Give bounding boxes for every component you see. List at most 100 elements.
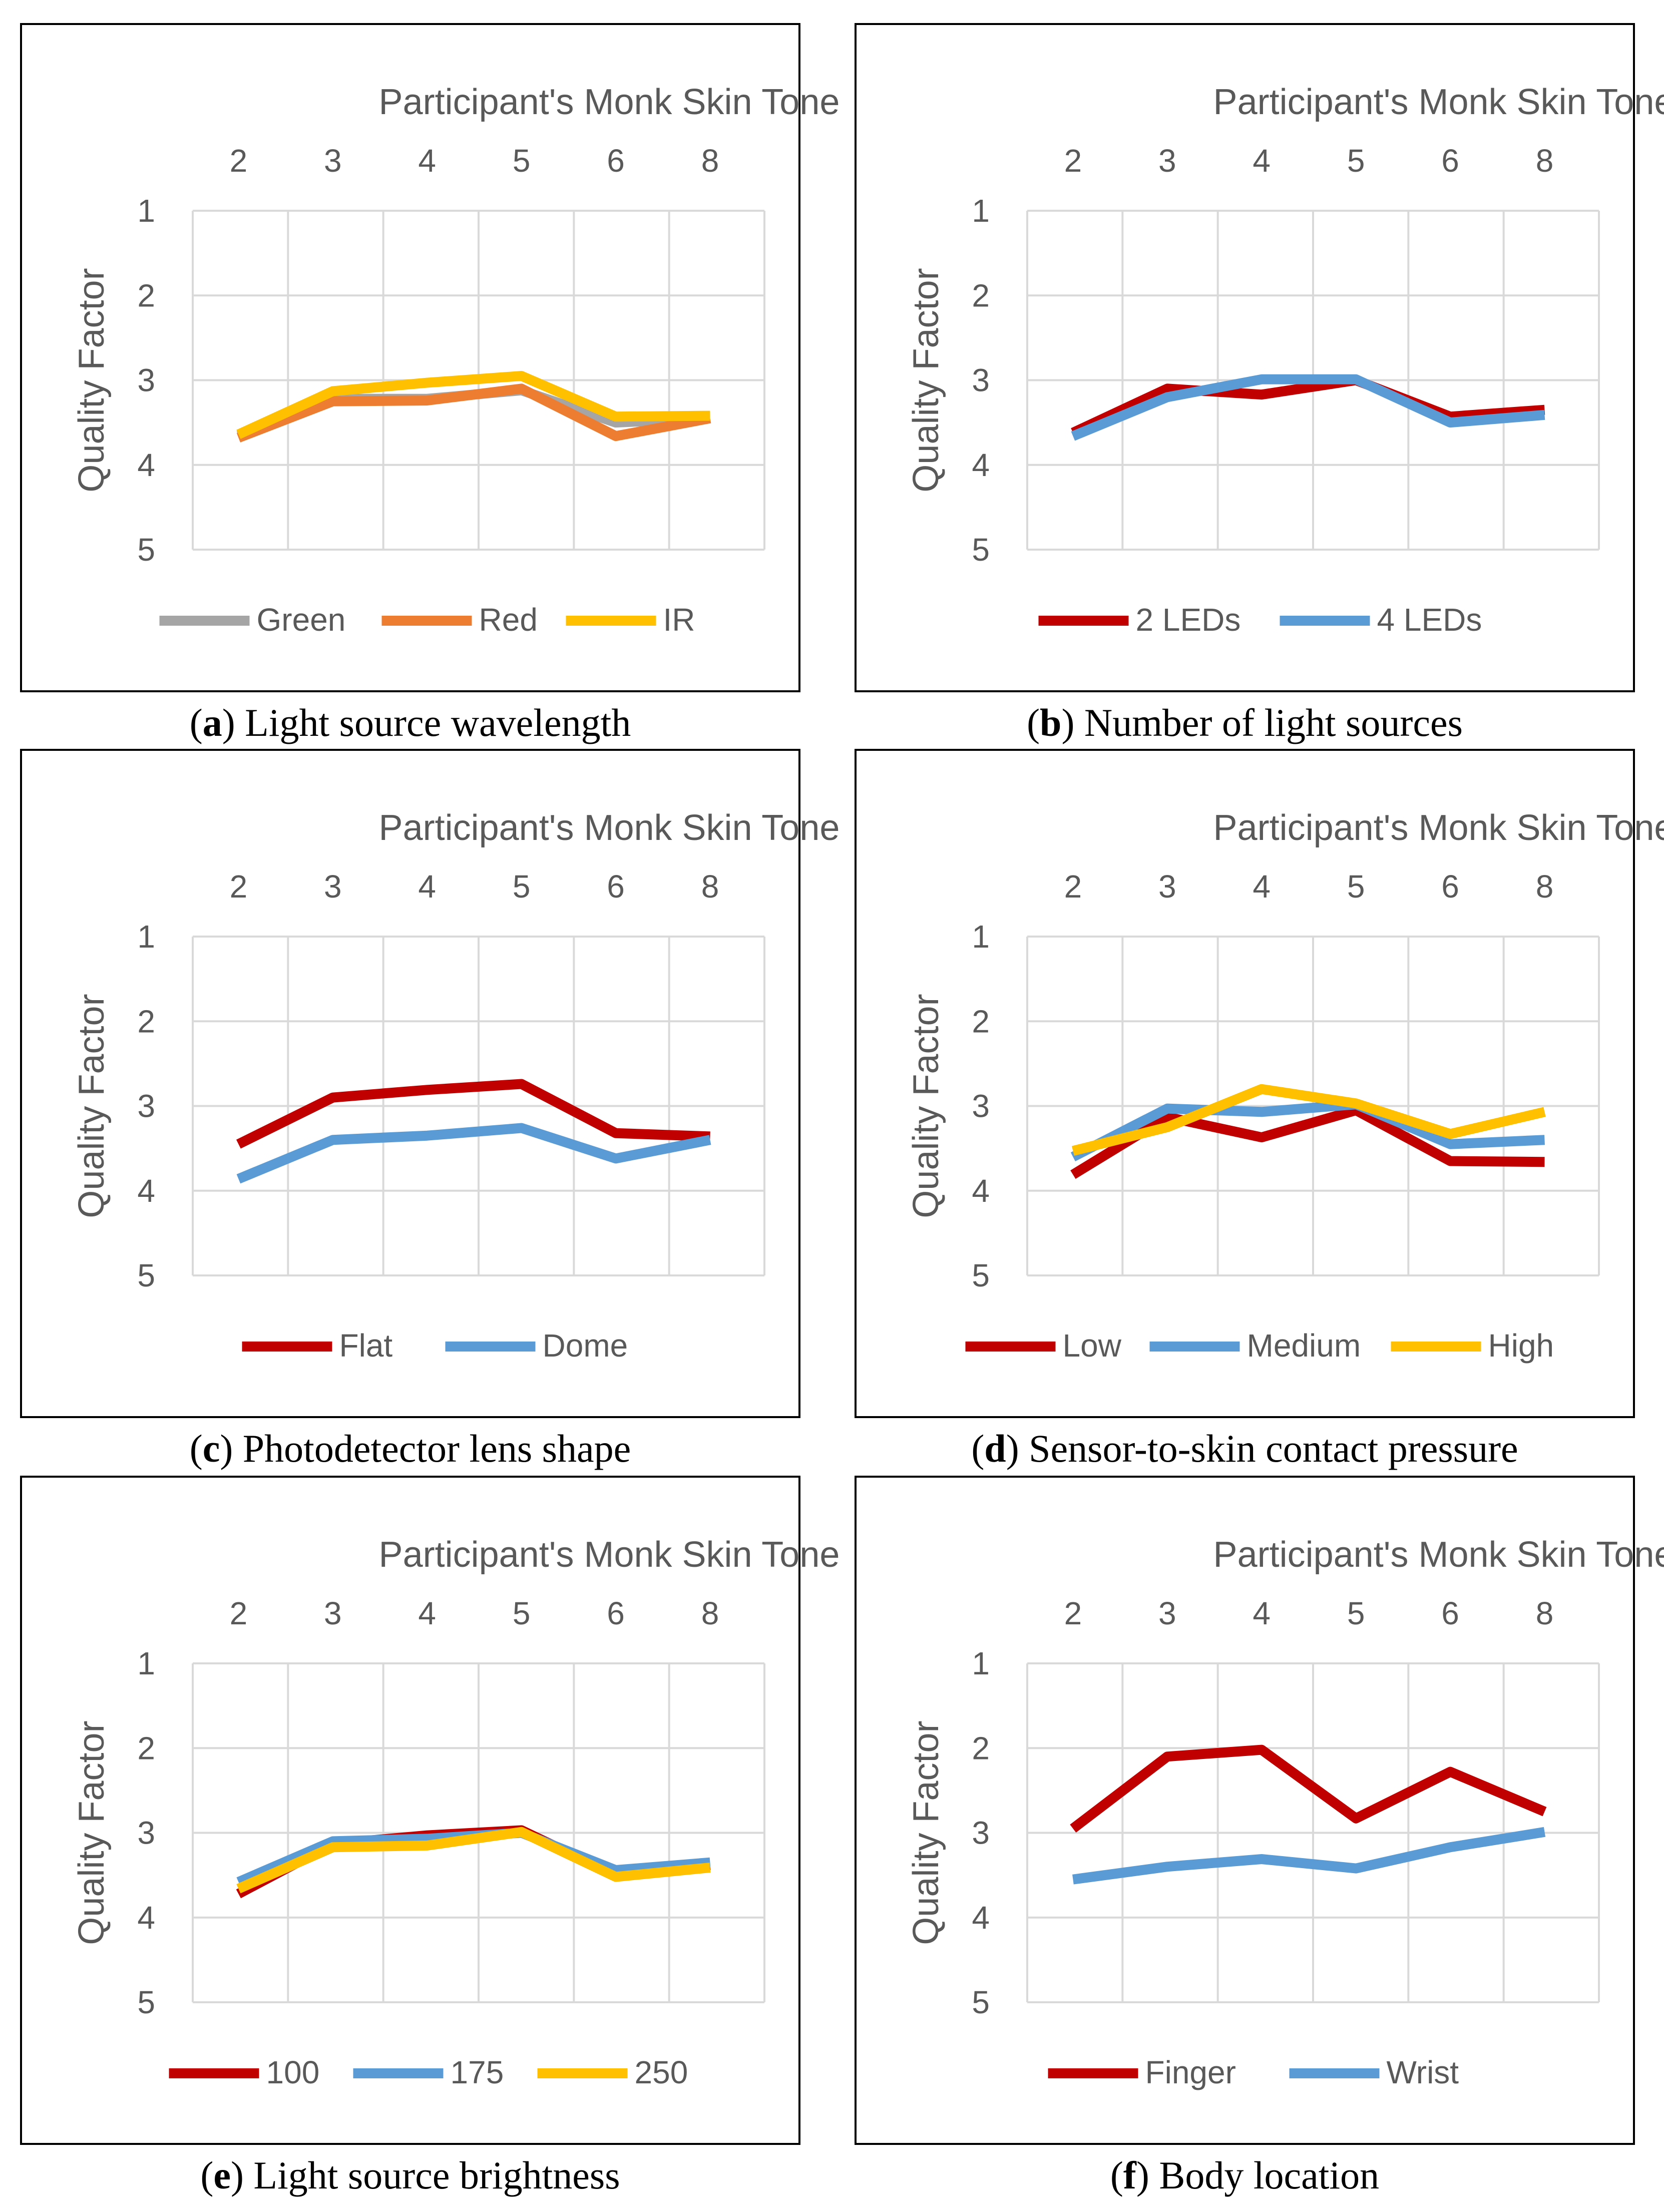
y-tick-label: 1 — [972, 919, 990, 955]
y-tick-label: 4 — [137, 1173, 155, 1209]
legend-label: Finger — [1145, 2054, 1236, 2090]
chart-panel-f: Participant's Monk Skin Tone 2 3 4 5 6 8 1 2 3 4 5 Q… — [855, 1476, 1664, 2145]
series-line-4-leds — [1071, 374, 1545, 441]
y-tick-label: 4 — [972, 1900, 990, 1936]
legend: Green Red IR — [159, 602, 695, 638]
series-line-high — [1071, 1084, 1546, 1156]
x-tick-label: 4 — [1253, 143, 1271, 179]
chart-panel-c: Participant's Monk Skin Tone 2 3 4 5 6 8 1 2 3 4 5 Q… — [20, 749, 840, 1418]
x-tick-label: 3 — [324, 143, 342, 179]
y-axis-title: Quality Factor — [72, 268, 112, 492]
legend-label: 250 — [635, 2054, 688, 2090]
x-tick-label: 6 — [1441, 143, 1459, 179]
x-tick-label: 3 — [1158, 868, 1176, 905]
panel-frame — [20, 749, 800, 1418]
gridlines — [1026, 936, 1600, 1276]
y-tick-label: 3 — [137, 1815, 155, 1851]
legend-label: High — [1488, 1328, 1554, 1364]
panel-caption: (c) Photodetector lens shape — [190, 1427, 631, 1470]
panel-frame — [20, 23, 800, 692]
y-axis-title: Quality Factor — [72, 1720, 112, 1945]
legend: Low Medium High — [965, 1328, 1554, 1364]
x-tick-label: 8 — [1536, 143, 1554, 179]
x-axis-title: Participant's Monk Skin Tone — [379, 82, 840, 122]
series-line-flat — [236, 1079, 710, 1149]
y-tick-label: 5 — [972, 1257, 990, 1293]
panel-frame — [20, 1476, 800, 2145]
x-axis-title: Participant's Monk Skin Tone — [1213, 808, 1664, 848]
legend: 2 LEDs 4 LEDs — [1038, 602, 1482, 638]
chart-panel-b: Participant's Monk Skin Tone 2 3 4 5 6 8 1 2 3 4 5 Q… — [855, 23, 1664, 692]
gridlines — [192, 210, 765, 551]
legend: Finger Wrist — [1048, 2054, 1459, 2090]
series-line-dome — [236, 1123, 711, 1184]
y-tick-label: 1 — [972, 193, 990, 229]
legend-label: IR — [663, 602, 695, 638]
x-tick-label: 5 — [513, 868, 531, 905]
y-tick-label: 4 — [972, 1173, 990, 1209]
y-tick-label: 1 — [972, 1645, 990, 1681]
series-line-medium — [1070, 1099, 1545, 1162]
series-line-finger — [1070, 1744, 1547, 1833]
panel-caption: (a) Light source wavelength — [190, 701, 631, 744]
y-tick-label: 3 — [137, 362, 155, 398]
y-tick-label: 5 — [137, 1257, 155, 1293]
legend-label: Wrist — [1387, 2054, 1459, 2090]
x-tick-label: 4 — [418, 1595, 436, 1631]
panel-frame — [855, 749, 1635, 1418]
y-tick-label: 1 — [137, 919, 155, 955]
y-tick-label: 4 — [972, 447, 990, 483]
x-tick-label: 4 — [418, 143, 436, 179]
y-axis-title: Quality Factor — [906, 994, 946, 1218]
legend-label: Dome — [543, 1328, 628, 1364]
legend-label: Flat — [339, 1328, 393, 1364]
y-tick-label: 2 — [137, 1003, 155, 1039]
x-tick-label: 8 — [701, 1595, 719, 1631]
gridlines — [1026, 1662, 1600, 2003]
series-line-2-leds — [1071, 375, 1545, 437]
panel-caption: (e) Light source brightness — [200, 2153, 620, 2197]
y-tick-label: 3 — [972, 362, 990, 398]
y-tick-label: 2 — [972, 1730, 990, 1766]
y-axis-title: Quality Factor — [906, 268, 946, 492]
x-tick-label: 8 — [1536, 1595, 1554, 1631]
x-tick-label: 6 — [1441, 868, 1459, 905]
panel-caption: (f) Body location — [1110, 2153, 1379, 2197]
x-axis-title: Participant's Monk Skin Tone — [379, 1535, 840, 1575]
legend-label: Red — [479, 602, 538, 638]
x-tick-label: 4 — [1253, 868, 1271, 905]
x-tick-label: 2 — [1064, 143, 1082, 179]
y-tick-label: 5 — [972, 532, 990, 568]
y-axis-title: Quality Factor — [72, 994, 112, 1218]
y-tick-label: 2 — [137, 1730, 155, 1766]
x-tick-label: 3 — [324, 868, 342, 905]
legend: Flat Dome — [242, 1328, 628, 1364]
x-tick-label: 4 — [1253, 1595, 1271, 1631]
legend-label: 100 — [266, 2054, 320, 2090]
x-tick-label: 2 — [1064, 868, 1082, 905]
panel-caption: (b) Number of light sources — [1027, 701, 1463, 744]
x-tick-label: 5 — [1347, 1595, 1365, 1631]
x-tick-label: 5 — [1347, 868, 1365, 905]
y-tick-label: 1 — [137, 1645, 155, 1681]
series-line-250 — [236, 1827, 711, 1894]
series-line-ir — [236, 371, 710, 439]
y-tick-label: 4 — [137, 1900, 155, 1936]
chart-panel-e: Participant's Monk Skin Tone 2 3 4 5 6 8 1 2 3 4 5 Q… — [20, 1476, 840, 2145]
y-tick-label: 3 — [972, 1088, 990, 1124]
series-line-wrist — [1072, 1827, 1546, 1885]
x-axis-title: Participant's Monk Skin Tone — [379, 808, 840, 848]
x-tick-label: 3 — [1158, 1595, 1176, 1631]
x-tick-label: 5 — [513, 1595, 531, 1631]
x-tick-label: 2 — [230, 868, 248, 905]
y-tick-label: 5 — [137, 532, 155, 568]
series-line-red — [236, 383, 711, 443]
y-tick-label: 3 — [137, 1088, 155, 1124]
x-tick-label: 5 — [513, 143, 531, 179]
x-tick-label: 8 — [701, 868, 719, 905]
x-tick-label: 6 — [607, 143, 625, 179]
y-tick-label: 2 — [137, 277, 155, 313]
panel-frame — [855, 1476, 1635, 2145]
panel-caption: (d) Sensor-to-skin contact pressure — [971, 1427, 1518, 1470]
